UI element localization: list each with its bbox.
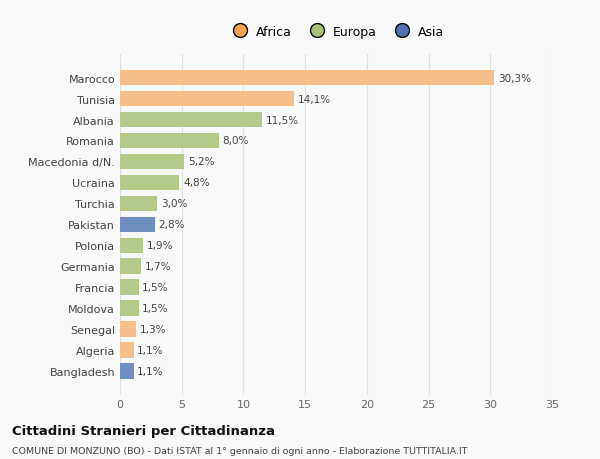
Bar [120, 322, 136, 337]
Text: 30,3%: 30,3% [497, 73, 530, 84]
Text: 1,3%: 1,3% [140, 325, 166, 335]
Text: 1,1%: 1,1% [137, 346, 164, 356]
Bar [120, 217, 155, 233]
Bar [120, 112, 262, 128]
Text: Cittadini Stranieri per Cittadinanza: Cittadini Stranieri per Cittadinanza [12, 425, 275, 437]
Bar [120, 280, 139, 296]
Bar [120, 91, 294, 107]
Bar [120, 238, 143, 254]
Text: 1,7%: 1,7% [145, 262, 171, 272]
Bar [120, 154, 184, 170]
Bar [120, 343, 134, 358]
Legend: Africa, Europa, Asia: Africa, Europa, Asia [223, 21, 449, 44]
Bar [120, 133, 219, 149]
Text: 4,8%: 4,8% [183, 178, 209, 188]
Text: 2,8%: 2,8% [158, 220, 185, 230]
Text: 3,0%: 3,0% [161, 199, 187, 209]
Text: 11,5%: 11,5% [266, 115, 299, 125]
Bar [120, 71, 494, 86]
Text: 5,2%: 5,2% [188, 157, 214, 167]
Text: COMUNE DI MONZUNO (BO) - Dati ISTAT al 1° gennaio di ogni anno - Elaborazione TU: COMUNE DI MONZUNO (BO) - Dati ISTAT al 1… [12, 446, 467, 455]
Bar [120, 175, 179, 191]
Bar [120, 196, 157, 212]
Text: 1,1%: 1,1% [137, 366, 164, 376]
Text: 1,5%: 1,5% [142, 304, 169, 313]
Text: 14,1%: 14,1% [298, 94, 331, 104]
Text: 8,0%: 8,0% [223, 136, 249, 146]
Text: 1,5%: 1,5% [142, 283, 169, 293]
Bar [120, 259, 141, 274]
Bar [120, 364, 134, 379]
Bar [120, 301, 139, 317]
Text: 1,9%: 1,9% [147, 241, 173, 251]
